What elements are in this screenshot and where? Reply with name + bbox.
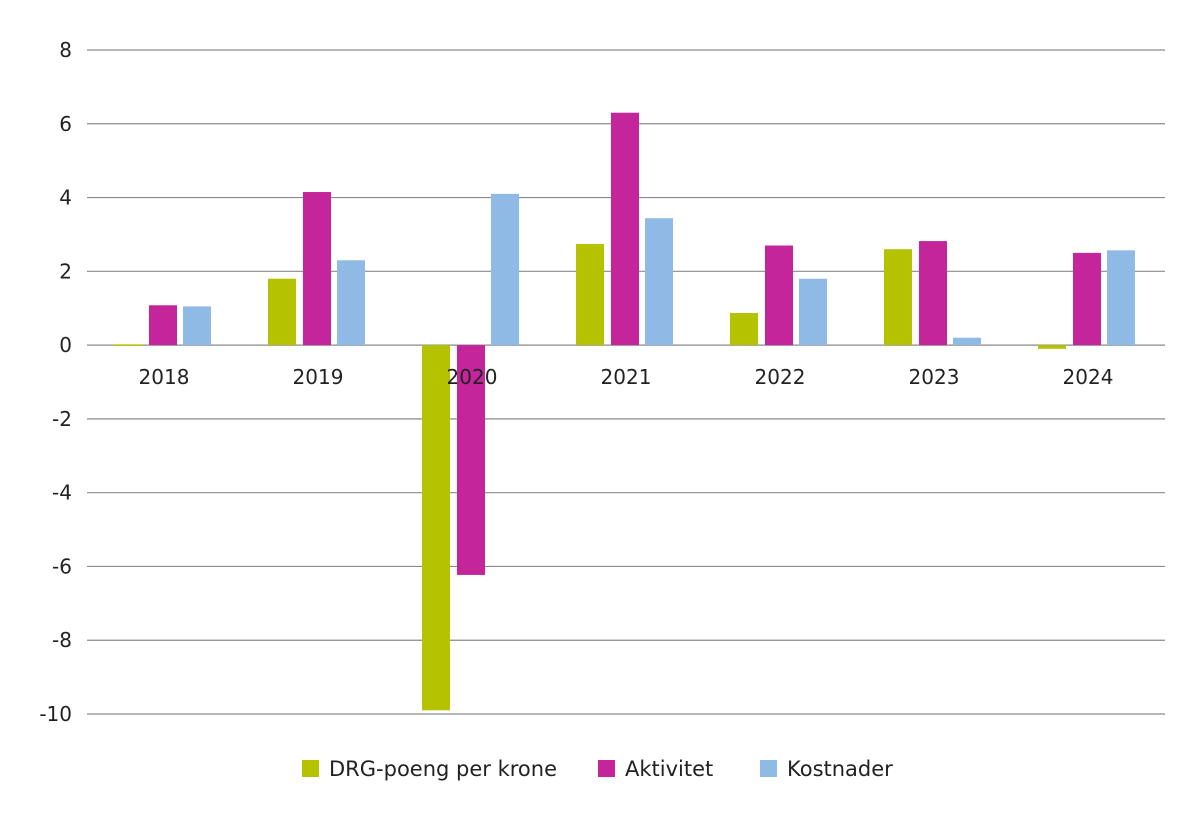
legend-label: DRG-poeng per krone <box>329 757 557 781</box>
y-tick-label: -8 <box>52 628 72 652</box>
bar-aktivitet-2024 <box>1073 252 1101 346</box>
y-tick-label: 4 <box>59 186 72 210</box>
bar-aktivitet-2019 <box>303 192 331 346</box>
y-tick-label: -4 <box>52 481 72 505</box>
bar-drg-poeng-per-krone-2018 <box>114 344 142 346</box>
y-tick-label: 8 <box>59 38 72 62</box>
bar-kostnader-2024 <box>1107 250 1135 346</box>
y-tick-label: -10 <box>39 702 72 726</box>
y-tick-label: -2 <box>52 407 72 431</box>
bar-kostnader-2018 <box>183 306 211 346</box>
x-tick-label: 2021 <box>601 365 652 389</box>
y-tick-label: 0 <box>59 333 72 357</box>
bar-drg-poeng-per-krone-2019 <box>268 278 296 346</box>
bar-aktivitet-2023 <box>919 241 947 346</box>
legend-swatch <box>302 760 319 777</box>
bar-drg-poeng-per-krone-2024 <box>1038 345 1066 349</box>
bar-aktivitet-2018 <box>149 305 177 346</box>
bar-kostnader-2021 <box>645 218 673 346</box>
legend-swatch <box>598 760 615 777</box>
x-tick-label: 2023 <box>909 365 960 389</box>
y-tick-label: 6 <box>59 112 72 136</box>
x-tick-label: 2020 <box>447 365 498 389</box>
bar-kostnader-2023 <box>953 337 981 346</box>
x-tick-label: 2024 <box>1063 365 1114 389</box>
legend-label: Aktivitet <box>625 757 713 781</box>
legend-swatch <box>760 760 777 777</box>
bar-aktivitet-2021 <box>611 112 639 346</box>
bar-kostnader-2020 <box>491 193 519 346</box>
bar-drg-poeng-per-krone-2021 <box>576 244 604 346</box>
bar-kostnader-2019 <box>337 260 365 346</box>
y-tick-label: 2 <box>59 259 72 283</box>
x-tick-label: 2018 <box>139 365 190 389</box>
y-tick-label: -6 <box>52 554 72 578</box>
legend-label: Kostnader <box>787 757 893 781</box>
x-tick-label: 2022 <box>755 365 806 389</box>
x-tick-label: 2019 <box>293 365 344 389</box>
bar-drg-poeng-per-krone-2023 <box>884 249 912 346</box>
bar-aktivitet-2022 <box>765 245 793 346</box>
bar-drg-poeng-per-krone-2022 <box>730 313 758 346</box>
bar-drg-poeng-per-krone-2020 <box>422 345 450 711</box>
bar-aktivitet-2020 <box>457 345 485 575</box>
bar-kostnader-2022 <box>799 278 827 346</box>
